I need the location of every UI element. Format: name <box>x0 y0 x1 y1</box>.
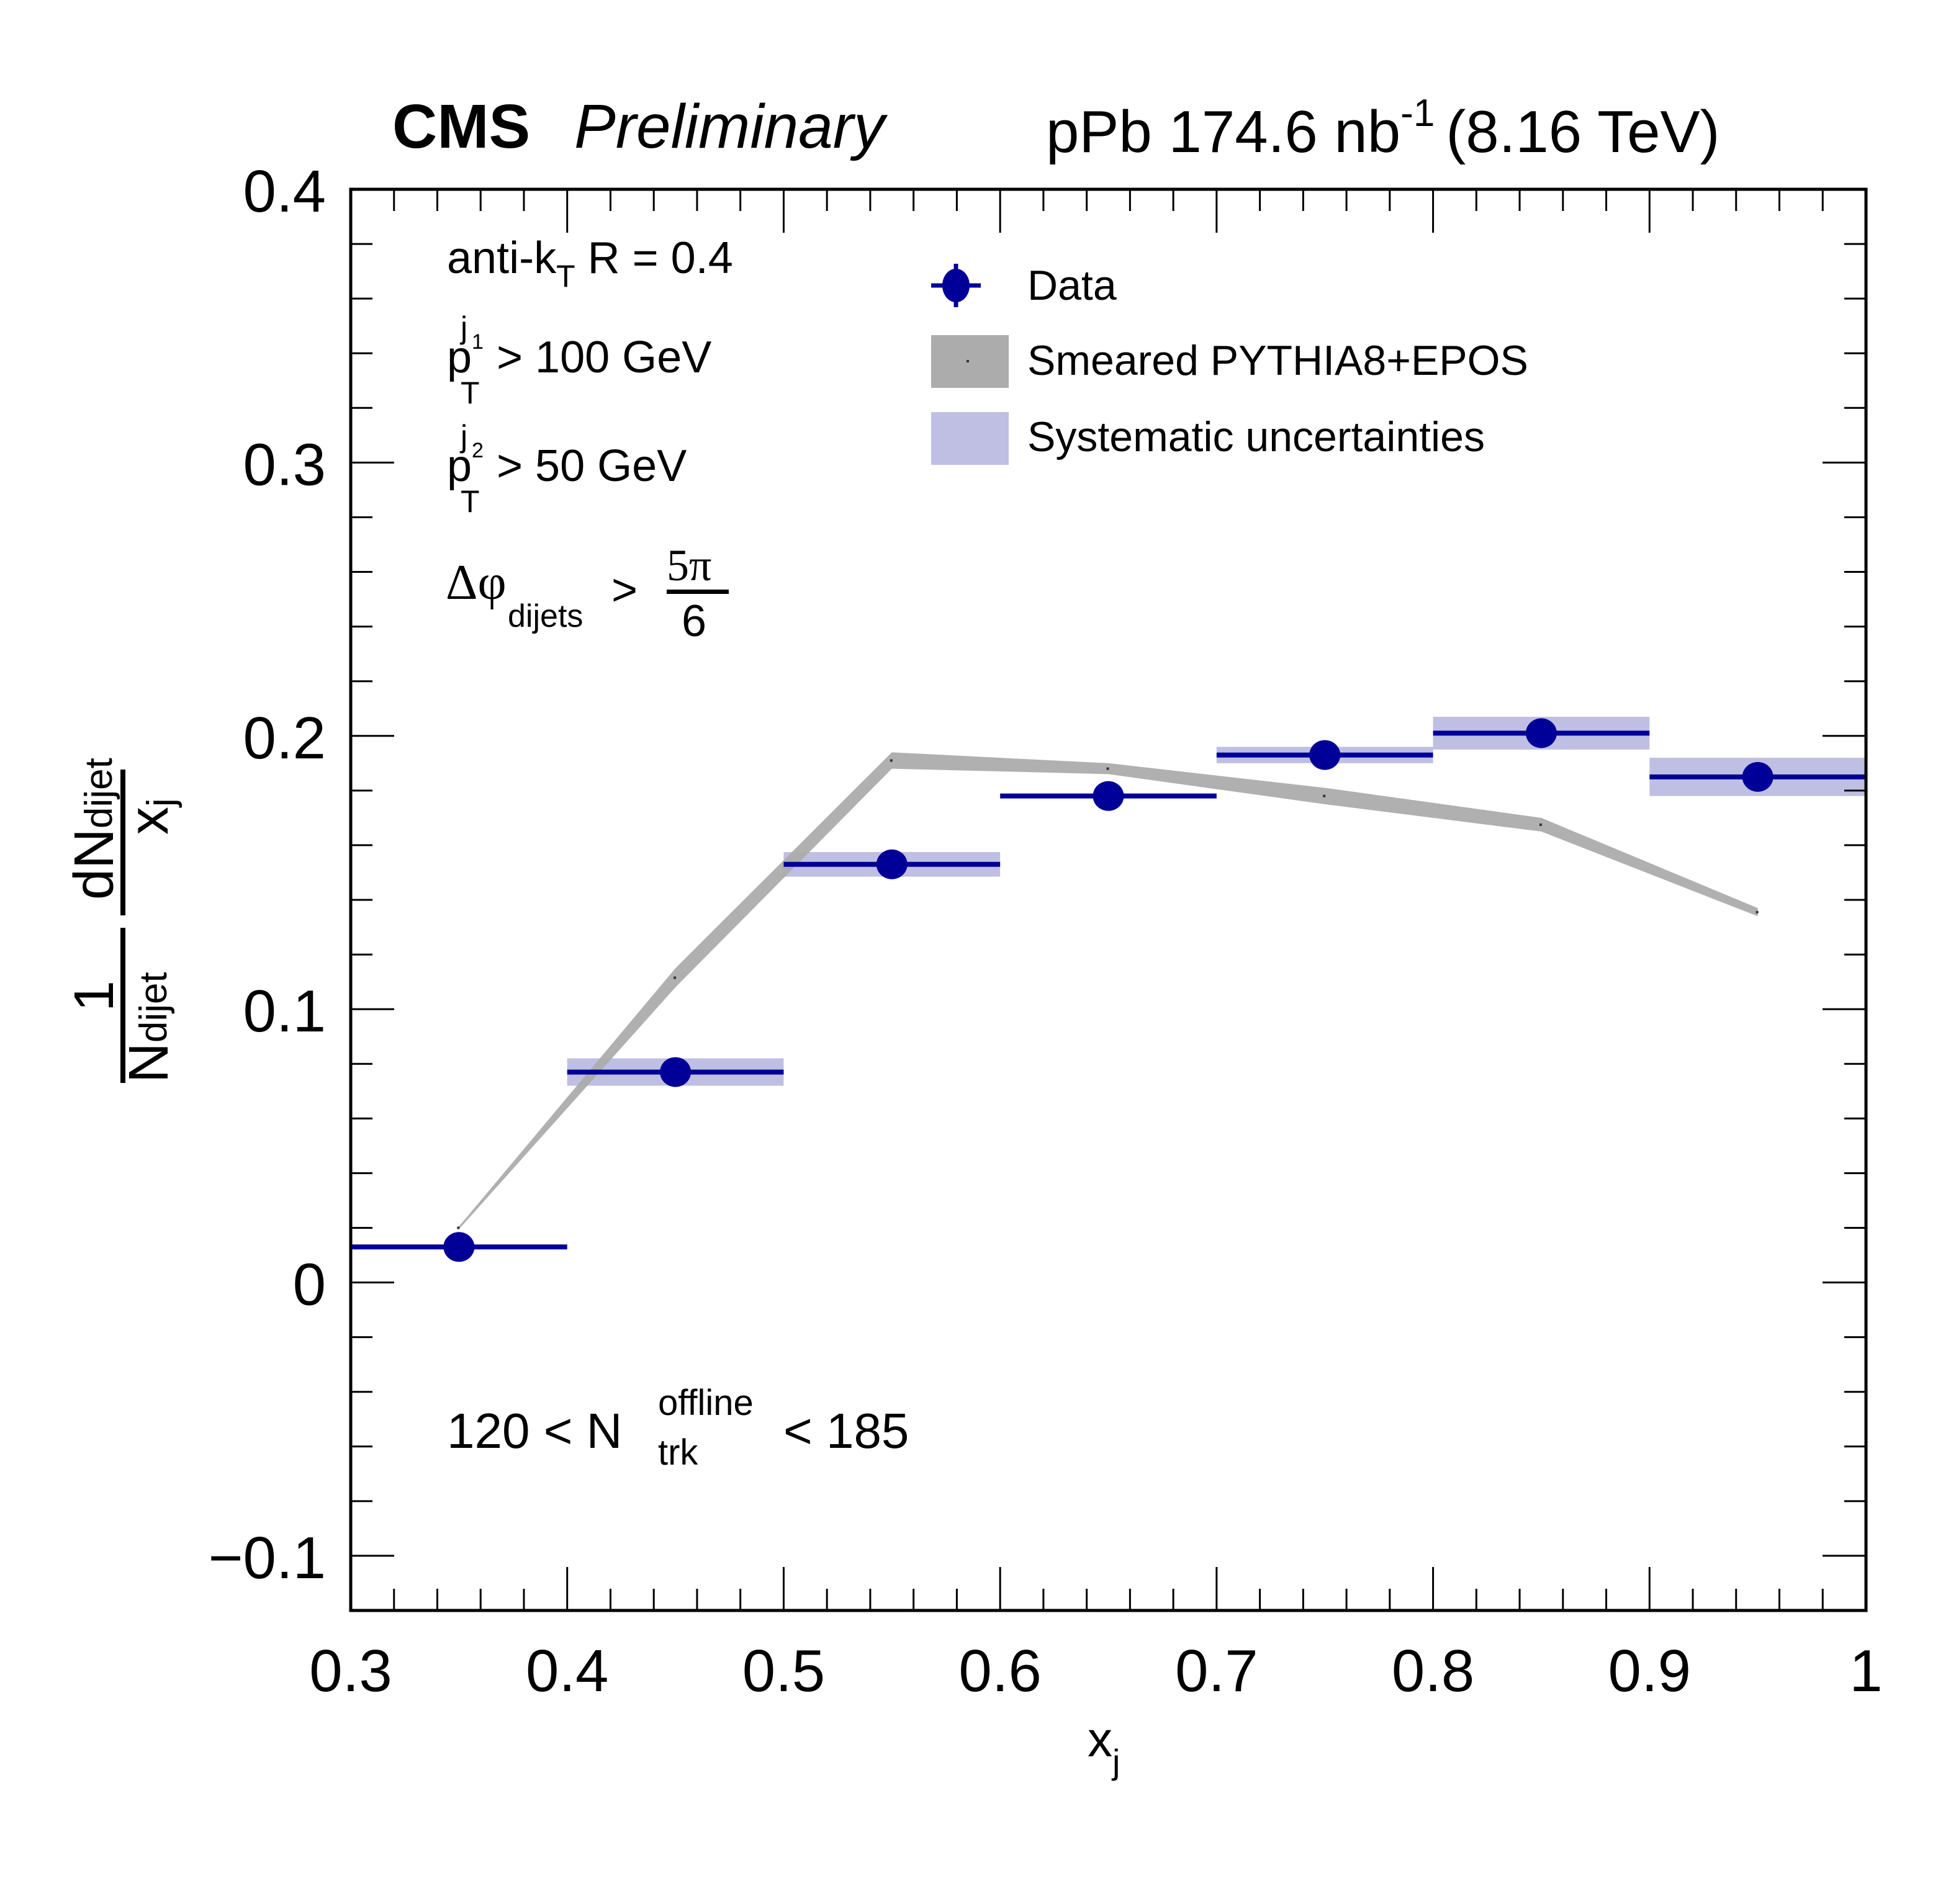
y-label-fraction-bar-1 <box>120 928 125 1083</box>
dphi-cut-label: Δφ dijets > 5π 6 <box>446 541 729 646</box>
x-tick-label: 0.7 <box>1175 1638 1258 1704</box>
lumi-label: pPb 174.6 nb-1 (8.16 TeV) <box>1046 92 1719 165</box>
x-tick-label: 1 <box>1849 1638 1882 1704</box>
svg-text:6: 6 <box>682 596 706 646</box>
mc-point <box>1755 910 1759 914</box>
legend-item-syst: Systematic uncertainties <box>931 412 1485 465</box>
legend: Data Smeared PYTHIA8+EPOS Systematic unc… <box>931 262 1528 465</box>
jet-algo-label: anti-kT R = 0.4 <box>447 233 733 294</box>
y-label-fraction-bar-2 <box>120 770 125 915</box>
y-tick-label: −0.1 <box>208 1525 326 1591</box>
mc-point <box>674 976 677 979</box>
svg-text:1: 1 <box>472 330 484 354</box>
svg-text:> 100 GeV: > 100 GeV <box>497 333 711 382</box>
y-label-n: Ndijet <box>118 972 180 1083</box>
svg-text:T: T <box>461 375 480 410</box>
x-tick-label: 0.4 <box>526 1638 608 1704</box>
mc-point <box>1106 767 1109 770</box>
svg-text:>: > <box>611 565 638 615</box>
svg-text:Smeared PYTHIA8+EPOS: Smeared PYTHIA8+EPOS <box>1027 337 1528 384</box>
svg-text:Systematic uncertainties: Systematic uncertainties <box>1027 413 1485 460</box>
svg-text:p: p <box>447 441 472 491</box>
svg-text:trk: trk <box>658 1432 698 1473</box>
y-label-dn: dNdijet <box>63 758 125 900</box>
y-tick-label: 0.1 <box>243 978 326 1044</box>
pt1-cut-label: p T j 1 > 100 GeV <box>447 310 711 410</box>
mc-point <box>457 1226 460 1229</box>
svg-text:2: 2 <box>472 439 484 462</box>
data-marker-icon <box>942 269 970 302</box>
status-label: Preliminary <box>574 92 888 161</box>
svg-text:j: j <box>459 310 467 345</box>
y-tick-label: 0.4 <box>243 158 326 225</box>
y-tick-label: 0.2 <box>243 705 326 771</box>
y-axis-label: 1 Ndijet dNdijet xj <box>63 758 183 1083</box>
y-tick-labels: −0.1 0 0.1 0.2 0.3 0.4 <box>208 158 326 1591</box>
lumi-exponent: -1 <box>1400 92 1435 135</box>
data-point <box>876 849 908 879</box>
energy-label: (8.16 TeV) <box>1446 99 1719 165</box>
x-tick-label: 0.8 <box>1392 1638 1474 1704</box>
y-label-one: 1 <box>63 981 125 1012</box>
data-point <box>660 1057 692 1087</box>
mc-point <box>890 759 893 762</box>
axis-ticks <box>349 188 1867 1612</box>
legend-item-data: Data <box>931 262 1117 309</box>
svg-text:120 < N: 120 < N <box>447 1403 622 1458</box>
data-point <box>1742 761 1773 792</box>
systematic-bands <box>567 716 1866 1086</box>
y-label-xj: xj <box>118 798 183 835</box>
x-tick-label: 0.6 <box>958 1638 1041 1704</box>
svg-text:Data: Data <box>1027 262 1117 309</box>
data-point <box>443 1232 475 1262</box>
data-point <box>1093 781 1124 811</box>
mc-point <box>1539 823 1542 826</box>
mc-point <box>1323 794 1326 797</box>
svg-text:dijets: dijets <box>508 598 583 634</box>
syst-band-swatch-icon <box>931 412 1009 465</box>
svg-text:offline: offline <box>658 1383 754 1423</box>
x-tick-label: 0.9 <box>1608 1638 1691 1704</box>
y-tick-label: 0.3 <box>243 431 326 498</box>
x-axis-label: xj <box>1088 1712 1120 1781</box>
lumi-prefix: pPb 174.6 nb <box>1046 99 1400 165</box>
svg-text:< 185: < 185 <box>783 1403 909 1458</box>
mc-band-swatch-icon <box>931 335 1009 388</box>
x-tick-label: 0.3 <box>309 1638 392 1704</box>
mc-band-polygon <box>459 752 1758 1229</box>
plot-frame <box>349 187 1868 1612</box>
legend-item-mc: Smeared PYTHIA8+EPOS <box>931 335 1528 388</box>
svg-text:T: T <box>461 484 480 519</box>
svg-text:Δφ: Δφ <box>446 555 507 610</box>
data-point <box>1525 718 1557 748</box>
svg-text:j: j <box>459 419 467 454</box>
y-tick-label: 0 <box>293 1252 326 1318</box>
data-point <box>1309 740 1341 770</box>
x-tick-label: 0.5 <box>742 1638 825 1704</box>
svg-text:> 50 GeV: > 50 GeV <box>497 441 687 491</box>
mc-band <box>457 752 1759 1229</box>
svg-text:p: p <box>447 333 472 382</box>
x-tick-labels: 0.3 0.4 0.5 0.6 0.7 0.8 0.9 1 <box>309 1638 1882 1704</box>
pt2-cut-label: p T j 2 > 50 GeV <box>447 419 687 519</box>
data-points <box>351 718 1866 1262</box>
ntrk-range-label: 120 < N offline trk < 185 <box>447 1383 909 1473</box>
svg-text:5π: 5π <box>667 541 711 590</box>
experiment-label: CMS <box>392 92 530 161</box>
